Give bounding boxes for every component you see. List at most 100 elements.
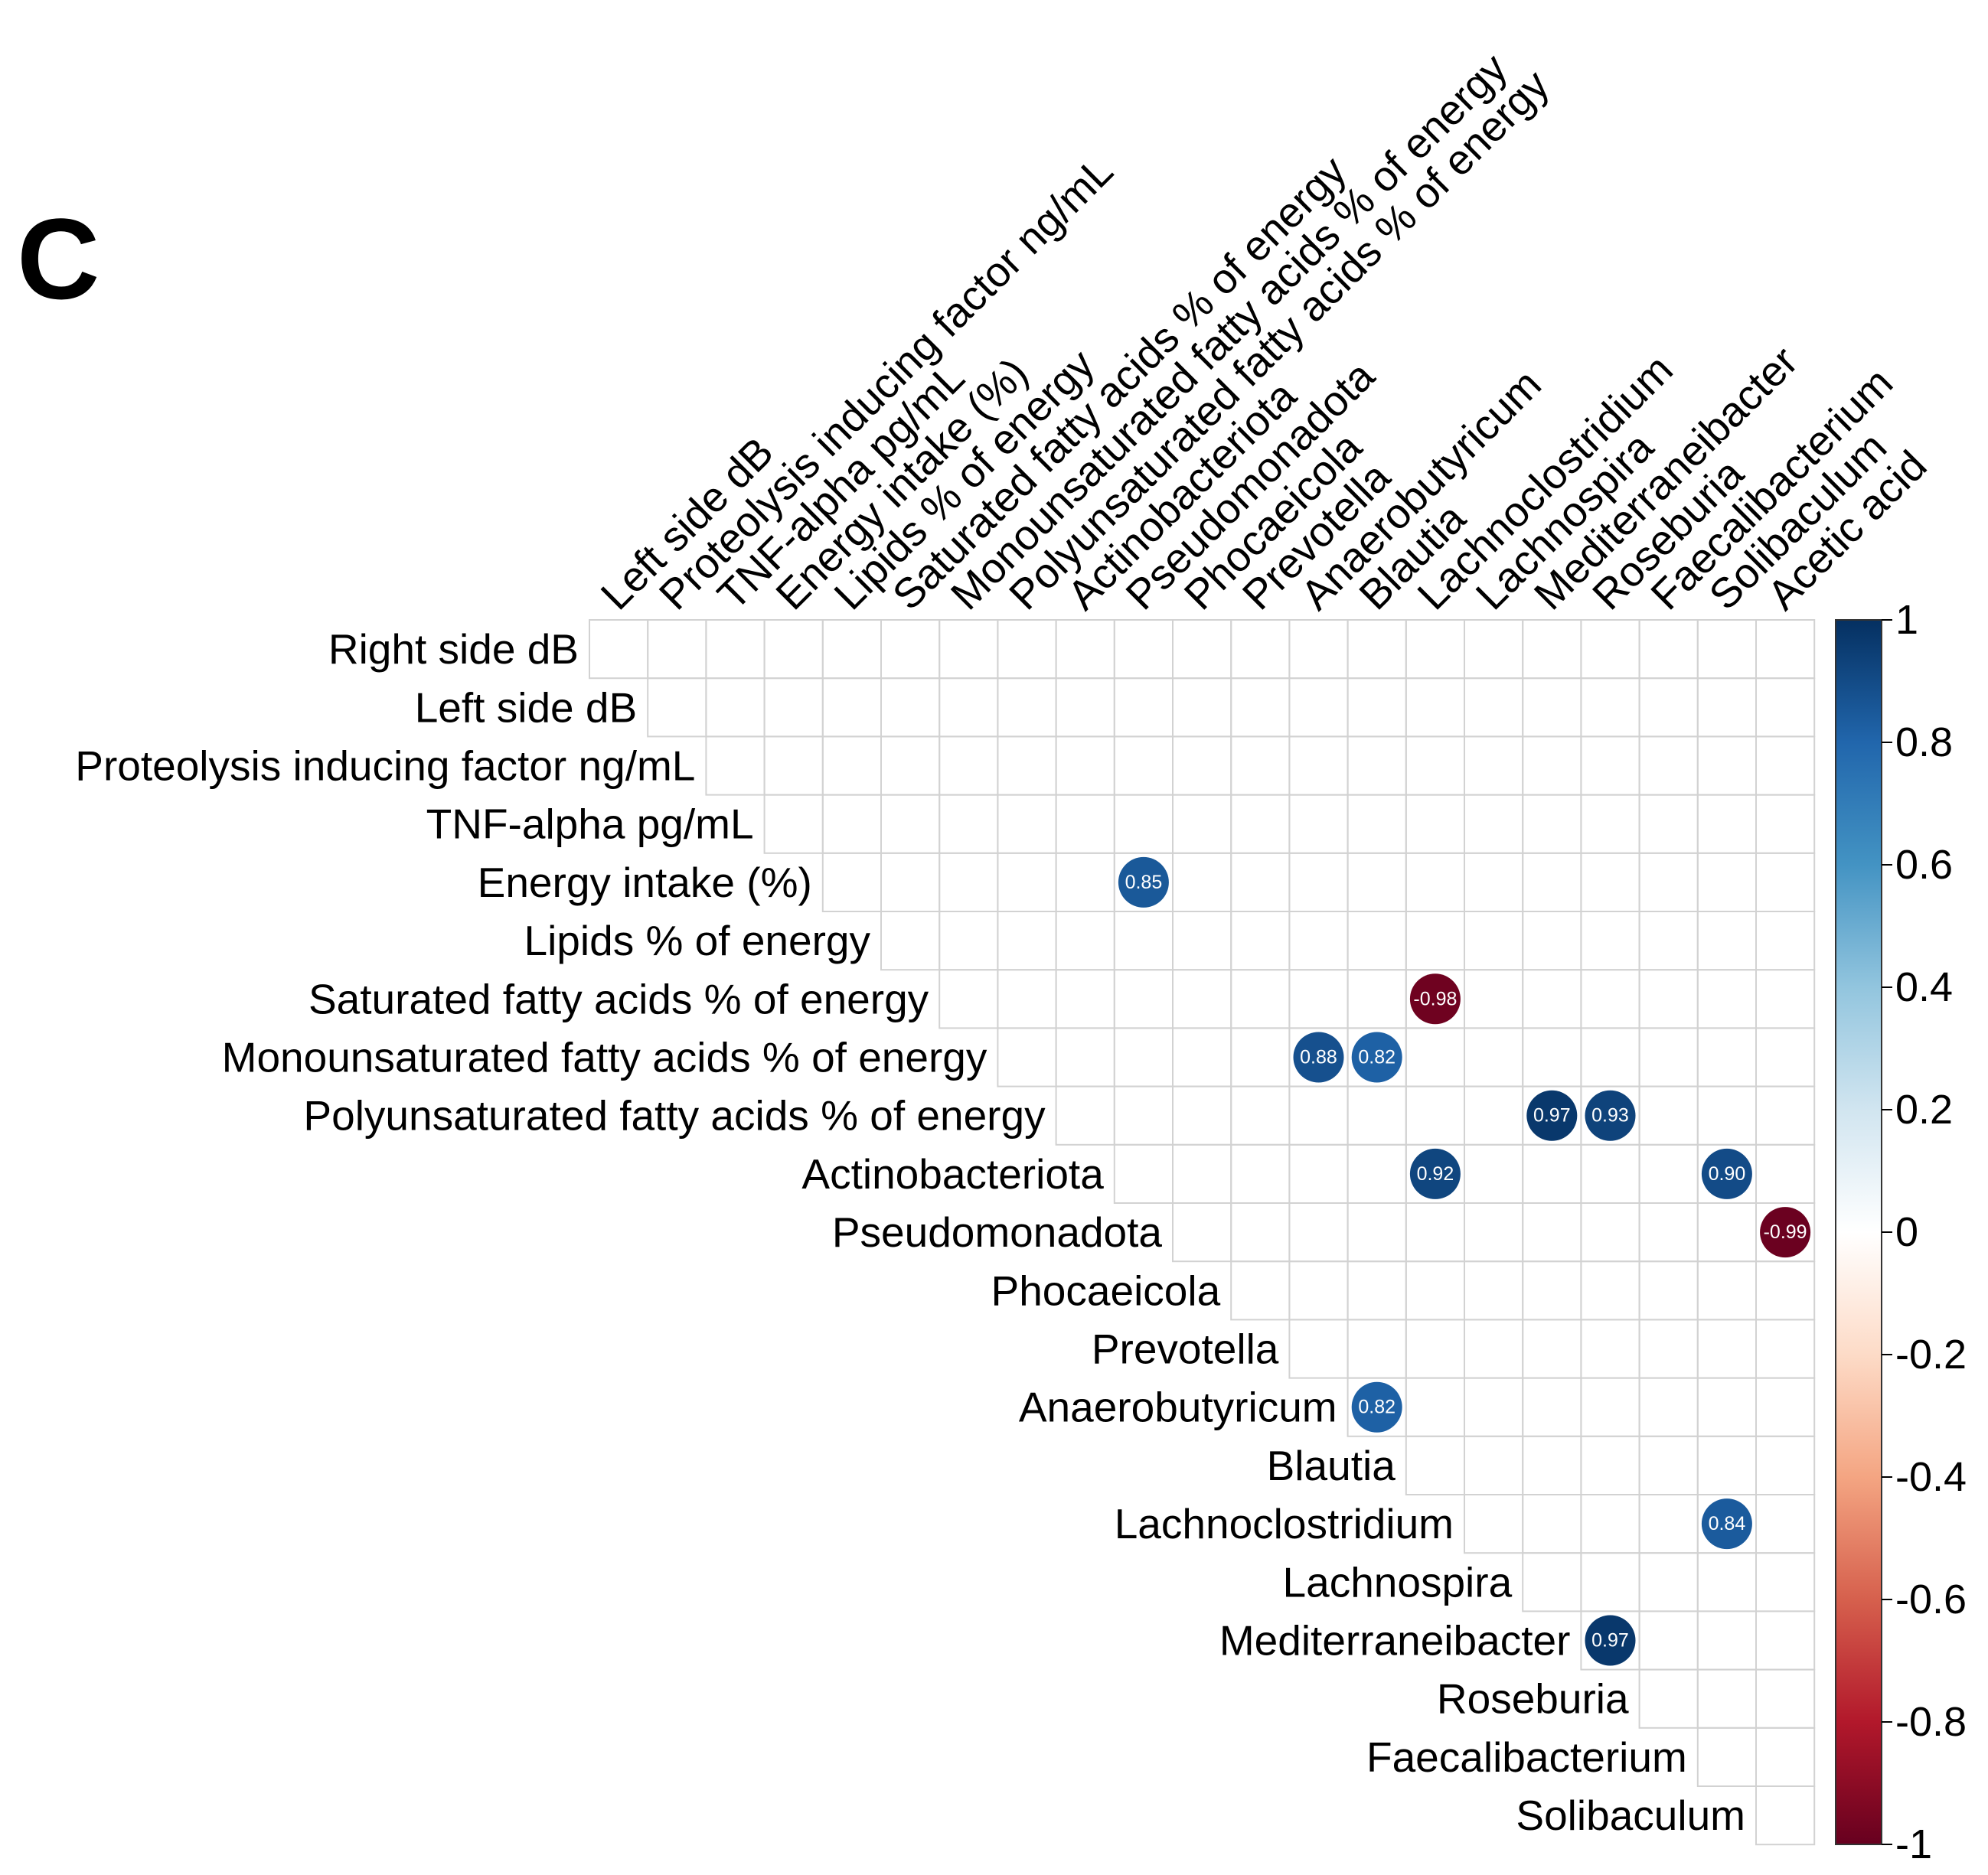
grid-cell xyxy=(1113,677,1174,738)
grid-cell xyxy=(997,735,1057,796)
grid-cell xyxy=(1347,852,1407,913)
grid-cell xyxy=(1347,1143,1407,1205)
grid-cell xyxy=(1580,619,1640,680)
row-label-blautia: Blautia xyxy=(1267,1442,1396,1489)
grid-cell xyxy=(1288,852,1349,913)
grid-cell xyxy=(1755,1552,1816,1612)
grid-cell xyxy=(1288,794,1349,854)
grid-cell xyxy=(1405,1027,1466,1088)
grid-cell xyxy=(1055,969,1115,1029)
grid-cell xyxy=(1755,1494,1816,1554)
grid-cell xyxy=(1347,911,1407,971)
grid-cell xyxy=(1638,794,1699,854)
grid-cell xyxy=(1580,852,1640,913)
grid-cell xyxy=(1405,1260,1466,1321)
grid-cell xyxy=(1638,1202,1699,1263)
grid-cell xyxy=(1230,677,1291,738)
grid-cell xyxy=(1464,1202,1524,1263)
row-labels: Right side dB Left side dB Proteolysis ind… xyxy=(75,625,1745,1839)
grid-cell xyxy=(1522,735,1582,796)
grid-cell xyxy=(1696,677,1758,738)
correlation-value-label: 0.82 xyxy=(1358,1397,1396,1418)
color-legend-tick-label: 1 xyxy=(1895,597,1918,643)
grid-cell xyxy=(1405,1085,1466,1146)
grid-cell xyxy=(997,1027,1057,1088)
grid-cell xyxy=(1755,1785,1816,1846)
row-label-monounsaturated-fatty-acids-of-energy: Monounsaturated fatty acids % of energy xyxy=(222,1034,987,1081)
correlation-cell: 0.97 xyxy=(1526,1090,1578,1141)
grid-cell xyxy=(1288,735,1349,796)
grid-cell xyxy=(1288,1143,1349,1205)
grid-cell xyxy=(1172,852,1232,913)
grid-cell xyxy=(1696,1727,1758,1788)
grid-cell xyxy=(1464,1377,1524,1437)
grid-cell xyxy=(1464,1143,1524,1205)
grid-cell xyxy=(880,735,941,796)
grid-cell xyxy=(1696,1027,1758,1088)
correlation-cells: 0.85 -0.98 0.88 0.82 0.97 0.93 0.92 0.90 -0.99 0.… xyxy=(1118,856,1811,1666)
grid-cell xyxy=(1172,1143,1232,1205)
row-label-lipids-of-energy: Lipids % of energy xyxy=(524,917,871,964)
grid-cell xyxy=(1230,969,1291,1029)
grid-cell xyxy=(1638,969,1699,1029)
color-legend-tick-label: -0.6 xyxy=(1895,1577,1967,1622)
grid-cell xyxy=(763,794,824,854)
grid-cell xyxy=(1405,735,1466,796)
grid-cell xyxy=(763,735,824,796)
grid-cell xyxy=(1755,852,1816,913)
color-legend-bar xyxy=(1835,619,1882,1845)
row-label-pseudomonadota: Pseudomonadota xyxy=(832,1208,1163,1256)
grid-cell xyxy=(1522,852,1582,913)
grid-cell xyxy=(939,911,999,971)
color-legend-tick-label: -1 xyxy=(1895,1821,1932,1867)
grid-cell xyxy=(705,619,765,680)
grid-cell xyxy=(1755,735,1816,796)
grid-cell xyxy=(1580,1435,1640,1496)
grid-cell xyxy=(1638,735,1699,796)
grid-cell xyxy=(997,852,1057,913)
grid-cell xyxy=(1755,1085,1816,1146)
grid-cell xyxy=(1580,735,1640,796)
grid-cell xyxy=(1464,1319,1524,1379)
grid-cell xyxy=(1172,735,1232,796)
row-label-proteolysis-inducing-factor-ng-ml: Proteolysis inducing factor ng/mL xyxy=(75,742,695,790)
correlation-value-label: 0.88 xyxy=(1300,1047,1337,1068)
correlation-value-label: 0.97 xyxy=(1533,1105,1571,1127)
grid-cell xyxy=(1172,1027,1232,1088)
correlation-circle xyxy=(1526,1090,1578,1141)
grid-cell xyxy=(1230,852,1291,913)
grid-cell xyxy=(1347,619,1407,680)
correlation-cell: 0.82 xyxy=(1351,1381,1402,1433)
grid-cell xyxy=(1172,794,1232,854)
grid-cell xyxy=(1230,1027,1291,1088)
grid-cell xyxy=(1580,1143,1640,1205)
grid-cell xyxy=(1172,1202,1232,1263)
correlation-circle xyxy=(1585,1615,1636,1666)
grid-cell xyxy=(1755,619,1816,680)
grid-cell xyxy=(1755,1435,1816,1496)
grid-cell xyxy=(1464,794,1524,854)
grid-cell xyxy=(1696,619,1758,680)
grid-cell xyxy=(1755,1143,1816,1205)
grid-cell xyxy=(1347,1260,1407,1321)
grid-cell xyxy=(1464,852,1524,913)
grid-cell xyxy=(1696,794,1758,854)
row-label-energy-intake: Energy intake (%) xyxy=(478,859,812,906)
grid-cell xyxy=(1172,677,1232,738)
grid-cell xyxy=(939,677,999,738)
grid-cell xyxy=(1113,1085,1174,1146)
grid-cell xyxy=(1580,1377,1640,1437)
correlation-cell: 0.85 xyxy=(1118,856,1169,908)
grid-cell xyxy=(1755,969,1816,1029)
grid-cell xyxy=(1288,1202,1349,1263)
grid-cell xyxy=(1696,1668,1758,1729)
grid-cell xyxy=(1522,1260,1582,1321)
grid-cell xyxy=(1755,911,1816,971)
correlation-circle xyxy=(1409,1148,1461,1199)
grid-cell xyxy=(1638,619,1699,680)
grid-cell xyxy=(1055,1085,1115,1146)
grid-cell xyxy=(1522,969,1582,1029)
grid xyxy=(589,619,1816,1846)
row-label-faecalibacterium: Faecalibacterium xyxy=(1366,1733,1687,1781)
